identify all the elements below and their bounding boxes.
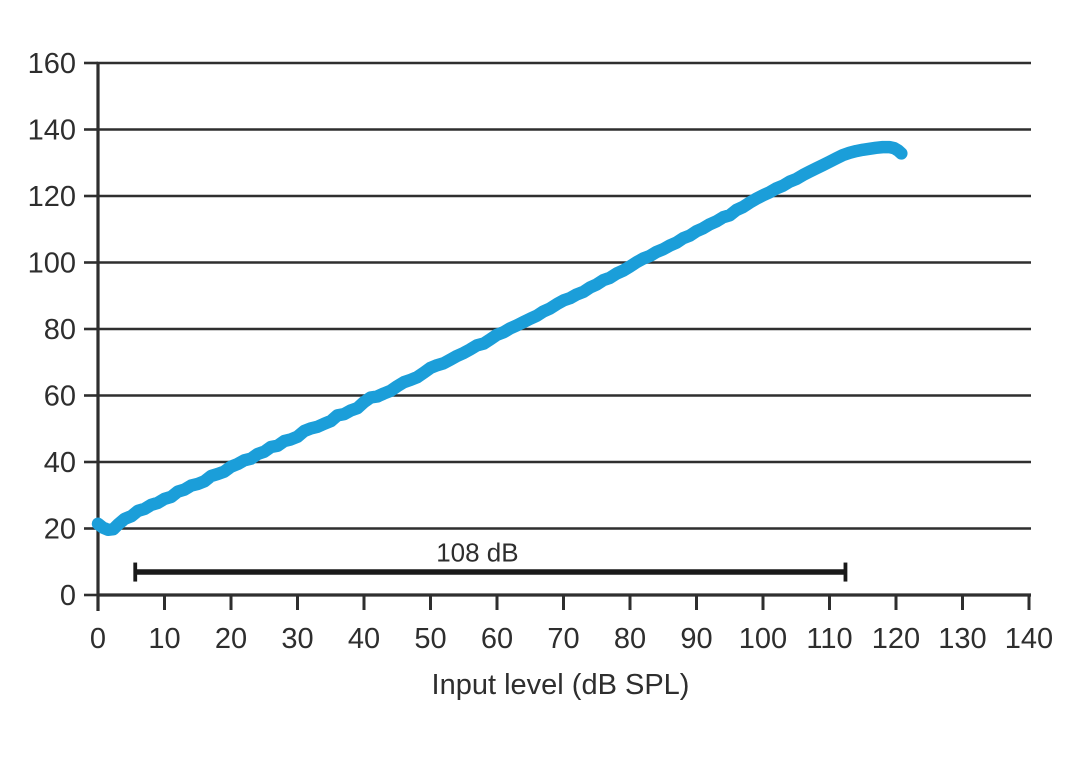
x-tick-label: 30 bbox=[281, 623, 313, 655]
range-bracket bbox=[133, 562, 848, 582]
x-tick-label: 20 bbox=[215, 623, 247, 655]
x-tick-label: 0 bbox=[90, 623, 106, 655]
data-series bbox=[91, 140, 908, 537]
x-tick-label: 110 bbox=[806, 623, 852, 655]
x-tick-label: 50 bbox=[414, 623, 446, 655]
y-tick-labels: 0 20 40 60 80 100 120 140 160 bbox=[28, 48, 76, 612]
x-tick-label: 80 bbox=[614, 623, 646, 655]
annotation-label: 108 dB bbox=[436, 538, 518, 568]
x-tick-label: 140 bbox=[1005, 623, 1053, 655]
x-tick-label: 40 bbox=[348, 623, 380, 655]
y-tick-label: 160 bbox=[28, 48, 76, 80]
x-tick-label: 90 bbox=[680, 623, 712, 655]
y-tick-label: 0 bbox=[60, 580, 76, 612]
x-tick-label: 10 bbox=[148, 623, 180, 655]
y-tick-label: 80 bbox=[44, 314, 76, 346]
output-level-curve bbox=[91, 140, 908, 537]
y-tick-label: 100 bbox=[28, 248, 76, 280]
y-tick-label: 40 bbox=[44, 447, 76, 479]
x-axis-ticks bbox=[96, 595, 1031, 610]
y-tick-label: 60 bbox=[44, 381, 76, 413]
x-tick-label: 60 bbox=[481, 623, 513, 655]
x-tick-label: 130 bbox=[938, 623, 986, 655]
x-tick-label: 70 bbox=[547, 623, 579, 655]
y-tick-label: 140 bbox=[28, 115, 76, 147]
x-tick-label: 100 bbox=[739, 623, 787, 655]
x-tick-label: 120 bbox=[872, 623, 920, 655]
y-tick-label: 120 bbox=[28, 181, 76, 213]
y-tick-label: 20 bbox=[44, 514, 76, 546]
x-axis-title: Input level (dB SPL) bbox=[432, 669, 690, 701]
x-tick-labels: 0 10 20 30 40 50 60 70 80 90 100 110 120 130 140 bbox=[90, 623, 1053, 655]
